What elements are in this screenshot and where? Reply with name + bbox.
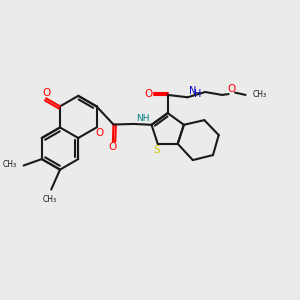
Text: CH₃: CH₃ (43, 195, 57, 204)
Text: H: H (194, 89, 201, 99)
Text: O: O (228, 84, 236, 94)
Text: CH₃: CH₃ (253, 90, 267, 99)
Text: S: S (154, 145, 160, 155)
Text: O: O (42, 88, 50, 98)
Text: O: O (145, 89, 153, 99)
Text: O: O (95, 128, 104, 138)
Text: NH: NH (136, 114, 150, 123)
Text: O: O (109, 142, 117, 152)
Text: CH₃: CH₃ (3, 160, 17, 169)
Text: N: N (189, 86, 196, 96)
